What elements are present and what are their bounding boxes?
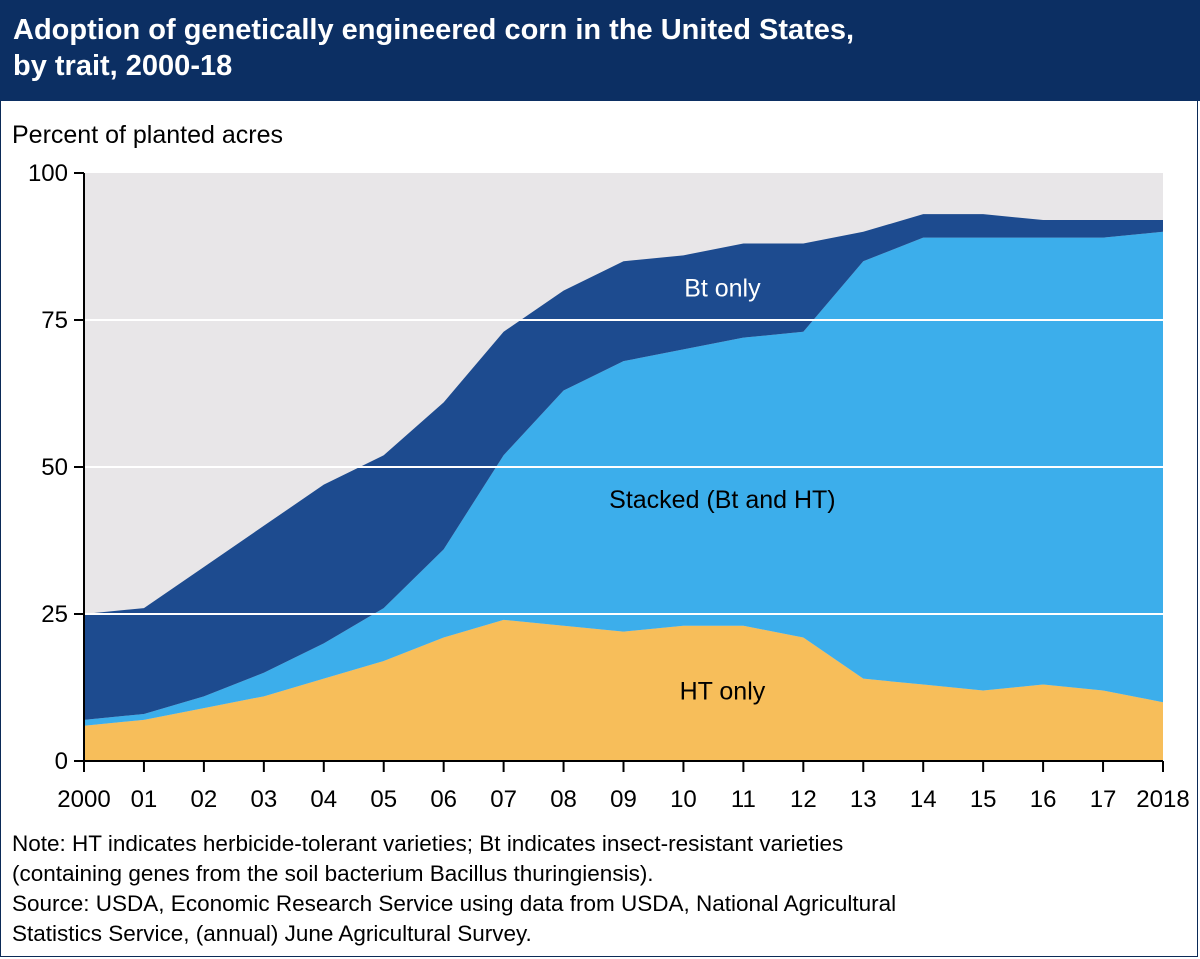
x-tick-label: 2000 [57,786,110,813]
y-tick-label: 25 [41,601,68,628]
area-layers [84,214,1163,761]
series-label-stacked-bt-and-ht: Stacked (Bt and HT) [609,486,835,514]
y-axis-label: Percent of planted acres [12,121,283,149]
x-tick-label: 09 [610,786,637,813]
y-tick-label: 0 [55,748,68,775]
x-tick-label: 11 [731,786,756,813]
axes: 0 25 50 75 100 2000 01 02 03 04 05 06 07 08 09 10 11 12 13… [28,160,1190,813]
series-labels: Bt only Stacked (Bt and HT) HT only [609,274,835,705]
chart-title-line-1: Adoption of genetically engineered corn … [13,14,855,46]
area-ht-only [84,619,1163,761]
note-line-1: Note: HT indicates herbicide-tolerant va… [12,831,844,856]
x-tick-label: 10 [670,786,697,813]
x-tick-label: 12 [790,786,817,813]
source-line-1: Source: USDA, Economic Research Service … [12,891,897,916]
series-label-bt-only: Bt only [684,274,761,302]
title-bar: Adoption of genetically engineered corn … [0,0,1200,101]
x-tick-label: 17 [1090,786,1117,813]
chart-title-line-2: by trait, 2000-18 [13,50,233,82]
x-tick-label: 05 [370,786,397,813]
x-tick-label: 07 [490,786,517,813]
source-line-2: Statistics Service, (annual) June Agricu… [12,921,532,946]
x-tick-label: 06 [430,786,457,813]
x-tick-label: 08 [550,786,577,813]
area-stacked-bt-and-ht [84,231,1163,726]
x-tick-label: 01 [131,786,158,813]
x-tick-label: 2018 [1136,786,1189,813]
area-bt-only [84,214,1163,720]
x-tick-label: 04 [310,786,337,813]
x-tick-label: 15 [970,786,997,813]
series-label-ht-only: HT only [680,677,766,705]
y-tick-label: 75 [41,307,68,334]
x-tick-label: 16 [1030,786,1057,813]
x-tick-label: 03 [250,786,277,813]
y-tick-label: 50 [41,454,68,481]
chart-title: Adoption of genetically engineered corn … [13,12,1183,84]
x-tick-label: 02 [191,786,218,813]
note-line-2: (containing genes from the soil bacteriu… [12,861,654,886]
x-tick-label: 13 [850,786,877,813]
notes: Note: HT indicates herbicide-tolerant va… [12,829,1192,949]
y-tick-label: 100 [28,160,68,187]
x-tick-label: 14 [910,786,937,813]
gridlines [84,319,1163,615]
